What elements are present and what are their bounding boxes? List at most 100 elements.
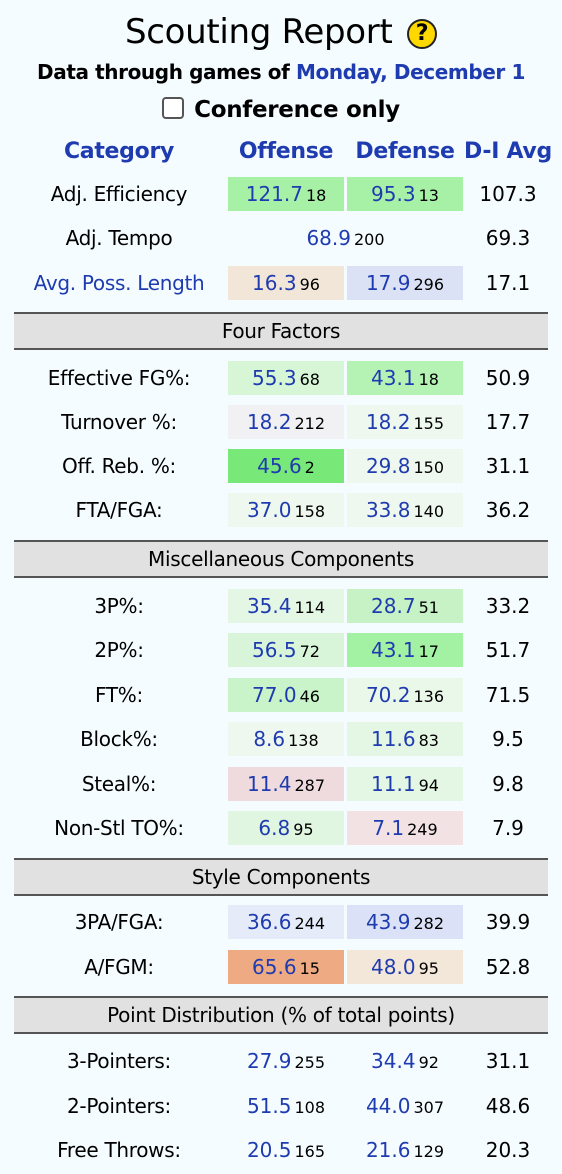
defense-value[interactable]: 43.1 bbox=[371, 638, 416, 662]
stat-label: FTA/FGA: bbox=[75, 498, 163, 522]
di-avg-value: 48.6 bbox=[485, 1094, 531, 1118]
offense-value[interactable]: 36.6 bbox=[246, 910, 292, 934]
data-through-label: Data through games of bbox=[37, 60, 290, 84]
offense-value[interactable]: 55.3 bbox=[252, 366, 297, 390]
offense-value[interactable]: 56.5 bbox=[252, 638, 297, 662]
di-avg-value: 51.7 bbox=[485, 638, 531, 662]
offense-value[interactable]: 51.5 bbox=[246, 1094, 292, 1118]
defense-rank: 140 bbox=[413, 502, 445, 521]
offense-cell: 121.7 18 bbox=[228, 177, 344, 211]
stat-label: Non-Stl TO%: bbox=[54, 816, 184, 840]
stat-row-fta-fga: FTA/FGA: 37.0 158 33.8 140 36.2 bbox=[0, 488, 562, 532]
defense-value[interactable]: 44.0 bbox=[365, 1094, 411, 1118]
offense-value[interactable]: 77.0 bbox=[252, 683, 297, 707]
defense-value[interactable]: 7.1 bbox=[372, 816, 405, 840]
help-icon[interactable]: ? bbox=[407, 19, 438, 49]
defense-cell: 48.0 95 bbox=[347, 950, 463, 984]
stat-label: 2P%: bbox=[94, 638, 144, 662]
defense-rank: 249 bbox=[407, 820, 438, 839]
offense-value[interactable]: 18.2 bbox=[246, 410, 292, 434]
offense-cell: 18.2 212 bbox=[228, 405, 344, 439]
di-avg-value: 20.3 bbox=[485, 1138, 531, 1162]
offense-value[interactable]: 37.0 bbox=[246, 498, 292, 522]
data-through-date-link[interactable]: Monday, December 1 bbox=[296, 60, 525, 84]
offense-cell: 51.5 108 bbox=[228, 1089, 344, 1123]
defense-value[interactable]: 21.6 bbox=[365, 1138, 411, 1162]
defense-cell: 43.9 282 bbox=[347, 905, 463, 939]
defense-value[interactable]: 43.1 bbox=[371, 366, 416, 390]
di-avg-value: 17.1 bbox=[485, 271, 531, 295]
defense-value[interactable]: 11.1 bbox=[371, 772, 416, 796]
offense-value[interactable]: 16.3 bbox=[252, 271, 297, 295]
defense-cell: 11.1 94 bbox=[347, 767, 463, 801]
stat-label: Free Throws: bbox=[57, 1138, 181, 1162]
page-title: Scouting Report bbox=[124, 12, 393, 52]
offense-cell: 45.6 2 bbox=[228, 449, 344, 483]
stat-row-block-pct: Block%: 8.6 138 11.6 83 9.5 bbox=[0, 717, 562, 761]
defense-value[interactable]: 33.8 bbox=[365, 498, 411, 522]
column-header-category[interactable]: Category bbox=[63, 139, 175, 164]
offense-value[interactable]: 45.6 bbox=[257, 454, 302, 478]
defense-value[interactable]: 28.7 bbox=[371, 594, 416, 618]
offense-rank: 138 bbox=[288, 731, 319, 750]
conference-only-checkbox[interactable] bbox=[162, 97, 185, 119]
defense-cell: 33.8 140 bbox=[347, 493, 463, 527]
section-header-four-factors: Four Factors bbox=[14, 312, 548, 350]
section-header-misc-components: Miscellaneous Components bbox=[14, 540, 548, 578]
offense-cell: 6.8 95 bbox=[228, 811, 344, 845]
stat-label: Block%: bbox=[80, 727, 158, 751]
tempo-rank: 200 bbox=[353, 230, 385, 249]
offense-value[interactable]: 11.4 bbox=[246, 772, 292, 796]
column-header-defense[interactable]: Defense bbox=[355, 139, 455, 164]
offense-value[interactable]: 27.9 bbox=[246, 1049, 292, 1073]
offense-value[interactable]: 20.5 bbox=[246, 1138, 292, 1162]
tempo-value[interactable]: 68.9 bbox=[306, 226, 351, 250]
offense-value[interactable]: 8.6 bbox=[253, 727, 286, 751]
stat-row-off-reb: Off. Reb. %: 45.6 2 29.8 150 31.1 bbox=[0, 444, 562, 488]
stat-label: FT%: bbox=[95, 683, 143, 707]
stat-row-2-pointers: 2-Pointers: 51.5 108 44.0 307 48.6 bbox=[0, 1084, 562, 1128]
stat-label: Off. Reb. %: bbox=[62, 454, 176, 478]
di-avg-value: 17.7 bbox=[485, 410, 531, 434]
defense-value[interactable]: 95.3 bbox=[371, 182, 416, 206]
defense-value[interactable]: 34.4 bbox=[371, 1049, 416, 1073]
stat-row-free-throws: Free Throws: 20.5 165 21.6 129 20.3 bbox=[0, 1128, 562, 1172]
offense-rank: 287 bbox=[294, 776, 326, 795]
defense-value[interactable]: 48.0 bbox=[371, 955, 416, 979]
defense-rank: 13 bbox=[418, 186, 439, 205]
defense-value[interactable]: 43.9 bbox=[365, 910, 411, 934]
defense-value[interactable]: 29.8 bbox=[365, 454, 411, 478]
offense-value[interactable]: 35.4 bbox=[246, 594, 292, 618]
di-avg-value: 33.2 bbox=[485, 594, 531, 618]
di-avg-value: 71.5 bbox=[485, 683, 531, 707]
offense-cell: 56.5 72 bbox=[228, 633, 344, 667]
stat-label: 2-Pointers: bbox=[67, 1094, 171, 1118]
offense-value[interactable]: 65.6 bbox=[252, 955, 297, 979]
avg-poss-length-link[interactable]: Avg. Poss. Length bbox=[33, 271, 205, 295]
defense-value[interactable]: 17.9 bbox=[365, 271, 411, 295]
offense-value[interactable]: 121.7 bbox=[245, 182, 303, 206]
stat-row-2p-pct: 2P%: 56.5 72 43.1 17 51.7 bbox=[0, 628, 562, 672]
stat-label: A/FGM: bbox=[84, 955, 154, 979]
column-header-di-avg[interactable]: D-I Avg bbox=[464, 139, 552, 164]
conference-only-toggle[interactable]: Conference only bbox=[0, 94, 562, 126]
defense-rank: 129 bbox=[413, 1142, 445, 1161]
di-avg-value: 31.1 bbox=[485, 454, 531, 478]
stat-label: 3PA/FGA: bbox=[74, 910, 164, 934]
defense-value[interactable]: 11.6 bbox=[371, 727, 416, 751]
stat-label: Effective FG%: bbox=[47, 366, 191, 390]
offense-value[interactable]: 6.8 bbox=[258, 816, 291, 840]
column-header-offense[interactable]: Offense bbox=[238, 139, 334, 164]
defense-rank: 307 bbox=[413, 1098, 445, 1117]
defense-value[interactable]: 18.2 bbox=[365, 410, 411, 434]
stat-row-adj-efficiency: Adj. Efficiency 121.7 18 95.3 13 107.3 bbox=[0, 172, 562, 216]
stat-label: Turnover %: bbox=[61, 410, 177, 434]
defense-rank: 94 bbox=[418, 776, 439, 795]
stat-row-3p-pct: 3P%: 35.4 114 28.7 51 33.2 bbox=[0, 584, 562, 628]
di-avg-value: 36.2 bbox=[485, 498, 531, 522]
defense-rank: 296 bbox=[413, 275, 445, 294]
offense-rank: 244 bbox=[294, 914, 326, 933]
defense-cell: 7.1 249 bbox=[347, 811, 463, 845]
data-through-line: Data through games of Monday, December 1 bbox=[0, 57, 562, 87]
defense-value[interactable]: 70.2 bbox=[365, 683, 411, 707]
